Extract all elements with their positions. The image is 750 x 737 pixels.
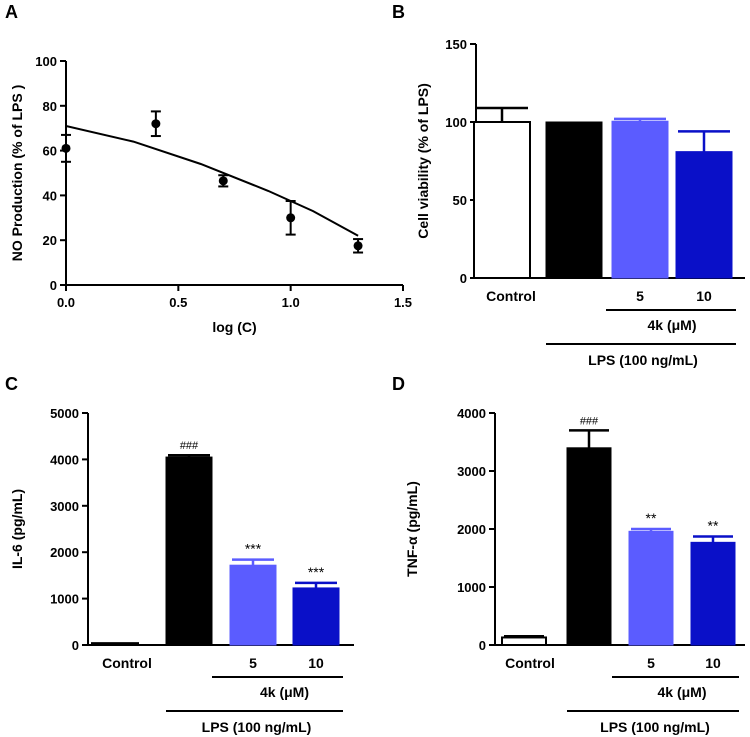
panel-label-b: B xyxy=(392,2,405,22)
data-point xyxy=(286,213,296,223)
lps-group-label: LPS (100 ng/mL) xyxy=(202,719,312,735)
4k-group-label: 4k (μM) xyxy=(260,684,309,700)
y-tick-label: 1000 xyxy=(457,580,486,595)
y-tick-label: 150 xyxy=(445,37,467,52)
bar xyxy=(690,541,736,646)
bar xyxy=(165,456,213,646)
bar xyxy=(545,121,603,279)
significance-label: ** xyxy=(646,510,657,526)
bar xyxy=(91,642,139,646)
chart-panel-c: 0 1000 2000 3000 4000 5000 IL-6 (pg/mL) Control… xyxy=(9,406,354,735)
panel-label-c: C xyxy=(5,374,18,394)
x-category-label: Control xyxy=(505,655,555,671)
y-tick-label: 2000 xyxy=(50,545,79,560)
data-point xyxy=(218,176,228,186)
lps-group-label: LPS (100 ng/mL) xyxy=(600,719,710,735)
data-point xyxy=(353,241,363,251)
y-axis-title: IL-6 (pg/mL) xyxy=(9,489,25,569)
y-tick-label: 80 xyxy=(43,99,57,114)
y-tick-label: 4000 xyxy=(50,452,79,467)
chart-panel-d: 0 1000 2000 3000 4000 TNF-α (pg/mL) Control ###… xyxy=(404,406,745,735)
significance-label: ### xyxy=(580,415,599,427)
lps-group-label: LPS (100 ng/mL) xyxy=(588,352,698,368)
x-tick-label: 1.5 xyxy=(394,295,412,310)
bar xyxy=(611,120,669,279)
x-category-label: 10 xyxy=(696,288,712,304)
y-tick-label: 40 xyxy=(43,188,57,203)
data-point xyxy=(61,143,71,153)
bar xyxy=(566,447,612,646)
y-tick-label: 100 xyxy=(35,54,57,69)
significance-label: ### xyxy=(180,440,199,452)
panel-label-a: A xyxy=(5,2,18,22)
y-tick-label: 20 xyxy=(43,233,57,248)
y-tick-label: 0 xyxy=(479,638,486,653)
chart-panel-a: 0 20 40 60 80 100 0.0 0.5 1.0 1.5 log (C) NO Produc… xyxy=(9,54,412,335)
significance-label: *** xyxy=(308,564,325,580)
bar xyxy=(229,564,277,646)
bar xyxy=(292,587,340,646)
x-category-label: 10 xyxy=(705,655,721,671)
bar xyxy=(501,636,547,647)
x-category-label: 5 xyxy=(636,288,644,304)
x-tick-label: 0.5 xyxy=(169,295,187,310)
fit-line xyxy=(65,125,359,237)
bar xyxy=(628,530,674,646)
x-category-label: Control xyxy=(102,655,152,671)
panel-label-d: D xyxy=(392,374,405,394)
y-tick-label: 1000 xyxy=(50,592,79,607)
x-category-label: 5 xyxy=(249,655,257,671)
4k-group-label: 4k (μM) xyxy=(657,684,706,700)
significance-label: ** xyxy=(708,518,719,534)
x-axis-title: log (C) xyxy=(212,319,256,335)
x-tick-label: 1.0 xyxy=(282,295,300,310)
y-tick-label: 5000 xyxy=(50,406,79,421)
chart-panel-b: 0 50 100 150 Cell viability (% of LPS) Contro… xyxy=(415,37,745,368)
4k-group-label: 4k (μM) xyxy=(647,317,696,333)
bar xyxy=(675,151,733,279)
y-axis-title: Cell viability (% of LPS) xyxy=(415,83,431,239)
significance-label: *** xyxy=(245,541,262,557)
y-tick-label: 2000 xyxy=(457,522,486,537)
data-point xyxy=(151,119,161,129)
y-tick-label: 0 xyxy=(50,278,57,293)
y-tick-label: 4000 xyxy=(457,406,486,421)
y-tick-label: 50 xyxy=(453,193,467,208)
x-category-label: 10 xyxy=(308,655,324,671)
y-axis-title: TNF-α (pg/mL) xyxy=(404,481,420,577)
y-tick-label: 3000 xyxy=(50,499,79,514)
y-tick-label: 100 xyxy=(445,115,467,130)
x-category-label: Control xyxy=(486,288,536,304)
y-tick-label: 0 xyxy=(72,638,79,653)
y-axis-title: NO Production (% of LPS ) xyxy=(9,85,25,262)
x-tick-label: 0.0 xyxy=(57,295,75,310)
y-tick-label: 3000 xyxy=(457,464,486,479)
x-category-label: 5 xyxy=(647,655,655,671)
y-tick-label: 60 xyxy=(43,144,57,159)
bar xyxy=(473,121,531,279)
y-tick-label: 0 xyxy=(460,271,467,286)
